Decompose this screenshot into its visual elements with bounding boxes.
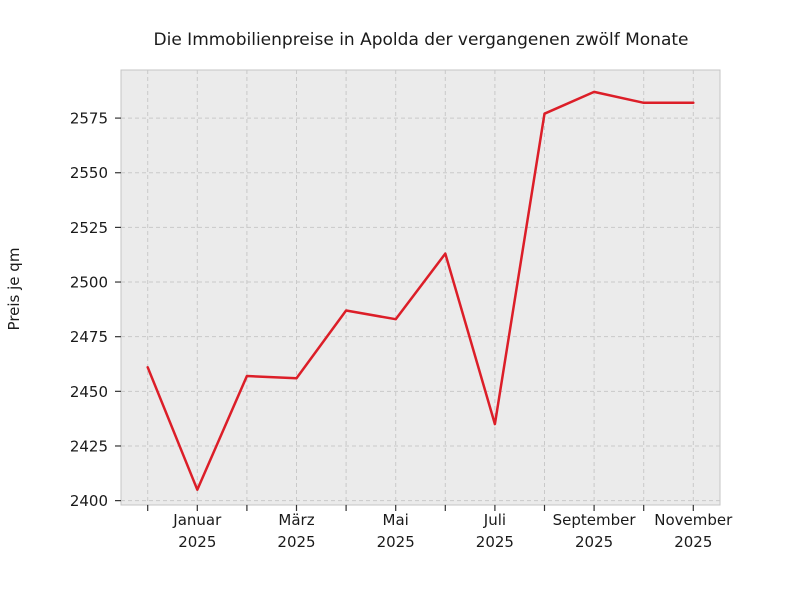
x-tick-label-year: 2025 <box>674 533 712 551</box>
axis-tick-labels: Januar 2025 März 2025 Mai 2025 Juli 2025 Septemb… <box>70 110 733 551</box>
x-tick-label-year: 2025 <box>178 533 216 551</box>
y-tick-label: 2525 <box>70 219 108 237</box>
x-tick-label-month: Mai <box>383 511 409 529</box>
price-line <box>146 90 695 491</box>
y-tick-label: 2475 <box>70 328 108 346</box>
x-tick-label-year: 2025 <box>476 533 514 551</box>
y-tick-label: 2400 <box>70 492 108 510</box>
chart-title: Die Immobilienpreise in Apolda der verga… <box>153 30 689 50</box>
x-tick-label-month: September <box>553 511 637 529</box>
x-tick-label-month: Januar <box>172 511 222 529</box>
gridlines <box>121 70 720 505</box>
y-tick-label: 2425 <box>70 437 108 455</box>
x-tick-label-month: Juli <box>483 511 506 529</box>
x-tick-label-month: November <box>654 511 733 529</box>
x-tick-label-year: 2025 <box>277 533 315 551</box>
y-tick-label: 2500 <box>70 274 108 292</box>
y-tick-label: 2575 <box>70 110 108 128</box>
y-tick-label: 2550 <box>70 164 108 182</box>
price-line-series <box>146 90 695 491</box>
x-tick-label-year: 2025 <box>377 533 415 551</box>
y-tick-label: 2450 <box>70 383 108 401</box>
x-tick-label-year: 2025 <box>575 533 613 551</box>
axis-ticks <box>115 117 694 511</box>
x-tick-label-month: März <box>278 511 314 529</box>
